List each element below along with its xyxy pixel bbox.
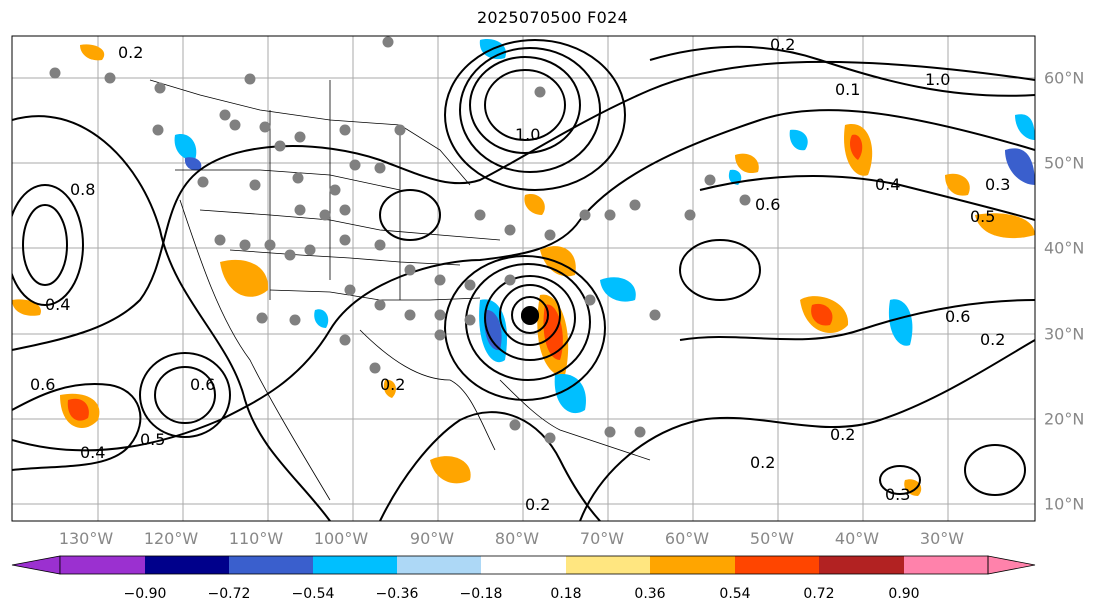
colorbar-bin [313,556,397,574]
colorbar-tick: 0.90 [888,586,920,602]
lon-label: 70°W [579,529,625,548]
contour-label: 0.4 [875,175,900,194]
contour-label: 0.2 [525,495,550,514]
colorbar-bin [145,556,229,574]
contour-label: 0.6 [755,195,780,214]
colorbar-tick: −0.54 [291,586,335,602]
lon-label: 100°W [313,529,369,548]
lat-label: 20°N [1044,409,1085,429]
colorbar-tick: −0.72 [207,586,251,602]
lon-label: 60°W [664,529,710,548]
colorbar-tick: −0.90 [123,586,167,602]
contour-label: 0.5 [970,207,995,226]
lat-label: 40°N [1044,238,1085,258]
colorbar-bin [397,556,481,574]
colorbar-tick: 0.36 [634,586,666,602]
lon-label: 110°W [228,529,284,548]
lat-label: 30°N [1044,324,1085,344]
colorbar-bin [566,556,650,574]
contour-label: 1.0 [925,70,950,89]
contour-label: 0.2 [750,453,775,472]
contour-label: 0.2 [770,35,795,54]
lon-label: 120°W [143,529,199,548]
lon-label: 50°W [749,529,795,548]
map-title: 2025070500 F024 [476,8,629,27]
lon-label: 40°W [834,529,880,548]
contour-label: 0.2 [118,43,143,62]
lon-label: 30°W [919,529,965,548]
contour-label: 0.3 [985,175,1010,194]
map-frame [11,35,1036,522]
contour-label: 0.2 [980,330,1005,349]
political-boundaries [149,79,651,501]
contour-label-layer: 0.2 0.4 1.0 0.1 0.8 0.4 0.6 0.5 0.4 0.2 … [30,35,1010,514]
colorbar-bin [904,556,988,574]
lat-label: 60°N [1044,68,1085,88]
colorbar-tick: −0.18 [459,586,503,602]
contour-label: 1.0 [515,125,540,144]
contour-label: 0.2 [830,425,855,444]
colorbar-overflow [987,555,1036,575]
lon-label: 90°W [409,529,455,548]
contour-label: 0.6 [190,375,215,394]
colorbar-bin [819,556,904,574]
contour-label: 0.6 [30,375,55,394]
contour-label: 0.3 [885,485,910,504]
contour-label: 0.8 [70,180,95,199]
colorbar-bin [650,556,735,574]
colorbar-tick: 0.72 [803,586,835,602]
contour-label: 0.4 [45,295,70,314]
colorbar-bin [60,556,145,574]
colorbar-bin [481,556,566,574]
contour-label: 0.4 [80,443,105,462]
colorbar-tick: −0.36 [375,586,419,602]
lat-label: 10°N [1044,494,1085,514]
storm-center [521,307,539,325]
lat-label: 50°N [1044,153,1085,173]
contour-label: 0.2 [380,375,405,394]
colorbar [11,555,1036,575]
lon-label: 80°W [494,529,540,548]
colorbar-bin [229,556,313,574]
colorbar-tick: 0.18 [550,586,582,602]
lon-label: 130°W [58,529,114,548]
colorbar-bin [735,556,819,574]
contour-label: 0.1 [835,80,860,99]
station-markers [49,36,751,444]
contour-label: 0.6 [945,307,970,326]
contour-label: 0.5 [140,430,165,449]
colorbar-underflow [11,555,61,575]
colorbar-tick: 0.54 [719,586,751,602]
